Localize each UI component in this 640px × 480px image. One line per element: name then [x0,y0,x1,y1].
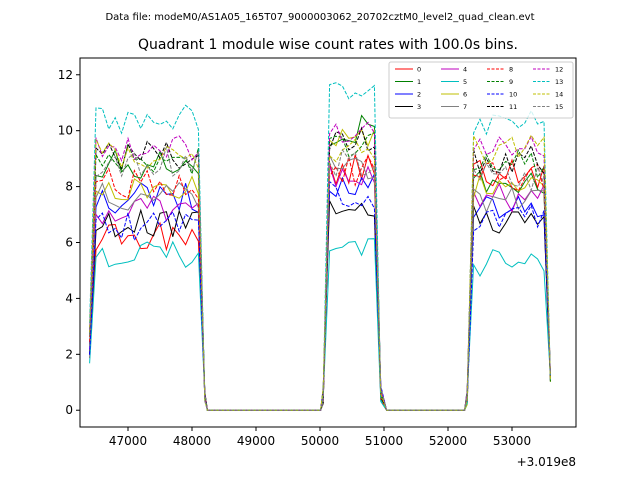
legend-label: 9 [509,78,513,86]
x-tick-label: 51000 [365,434,403,448]
series-line-10 [89,180,551,411]
y-tick-label: 8 [65,180,73,194]
legend-label: 11 [509,103,517,111]
y-tick-label: 10 [58,124,73,138]
series-lines [89,82,551,411]
x-tick-label: 47000 [109,434,147,448]
legend-label: 5 [463,78,467,86]
chart-title: Quadrant 1 module wise count rates with … [138,37,518,53]
series-line-6 [89,128,551,411]
y-tick-label: 12 [58,68,73,82]
y-tick-label: 2 [65,347,73,361]
series-line-8 [89,154,551,411]
legend-label: 8 [509,66,513,74]
series-line-9 [89,132,551,411]
legend-frame [388,61,574,119]
legend-label: 2 [417,91,421,99]
legend-label: 14 [555,91,563,99]
x-tick-label: 52000 [429,434,467,448]
series-line-11 [89,126,551,411]
series-line-2 [89,173,551,411]
series-line-12 [89,121,551,411]
x-axis: 47000 48000 49000 50000 51000 52000 53000 [109,427,531,448]
x-tick-label: 49000 [237,434,275,448]
legend-label: 1 [417,78,421,86]
series-line-14 [89,134,551,411]
series-line-0 [89,153,551,411]
y-tick-label: 6 [65,236,73,250]
x-tick-label: 53000 [493,434,531,448]
y-tick-label: 0 [65,403,73,417]
legend-label: 10 [509,91,517,99]
legend-label: 0 [417,66,421,74]
legend-label: 6 [463,91,467,99]
series-line-3 [89,200,551,411]
x-tick-label: 50000 [301,434,339,448]
series-line-4 [89,165,551,411]
x-tick-label: 48000 [173,434,211,448]
series-line-5 [89,238,551,411]
x-offset-label: +3.019e8 [517,455,576,469]
series-line-13 [89,82,551,411]
y-axis: 0 2 4 6 8 10 12 [58,68,80,417]
legend-label: 13 [555,78,563,86]
series-line-7 [89,155,551,411]
legend-label: 7 [463,103,467,111]
legend-label: 4 [463,66,467,74]
legend-label: 3 [417,103,421,111]
y-tick-label: 4 [65,291,73,305]
legend-label: 15 [555,103,563,111]
figure-title: Data file: modeM0/AS1A05_165T07_90000030… [105,12,534,23]
series-line-15 [89,146,551,411]
legend-label: 12 [555,66,563,74]
